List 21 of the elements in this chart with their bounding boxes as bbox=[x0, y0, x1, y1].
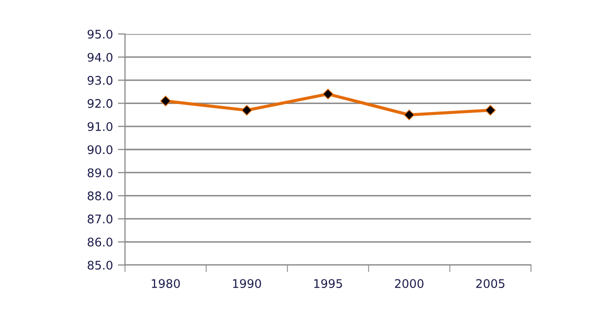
x-tick-label: 1990 bbox=[233, 279, 262, 288]
y-tick-label: 95.0 bbox=[88, 30, 112, 39]
point bbox=[241, 104, 252, 116]
y-tick-label: 89.0 bbox=[88, 168, 112, 178]
y-tick-label: 86.0 bbox=[88, 238, 112, 247]
point bbox=[160, 96, 171, 106]
y-tick-label: 92.0 bbox=[88, 99, 112, 108]
x-tick-label: 1995 bbox=[314, 279, 342, 288]
y-tick-label: 90.0 bbox=[88, 145, 112, 154]
y-tick-label: 93.0 bbox=[88, 76, 112, 85]
y-tick-label: 91.0 bbox=[88, 122, 112, 132]
y-tick-label: 88.0 bbox=[88, 191, 112, 200]
y-tick-label: 87.0 bbox=[88, 214, 112, 224]
point bbox=[404, 110, 415, 120]
y-tick-label: 94.0 bbox=[88, 52, 112, 62]
x-tick-label: 2005 bbox=[476, 279, 504, 288]
x-tick-label: 2000 bbox=[395, 279, 424, 288]
point bbox=[322, 88, 334, 100]
y-tick-label: 85.0 bbox=[88, 260, 112, 270]
point bbox=[485, 104, 496, 116]
x-tick-label: 1980 bbox=[152, 279, 180, 288]
